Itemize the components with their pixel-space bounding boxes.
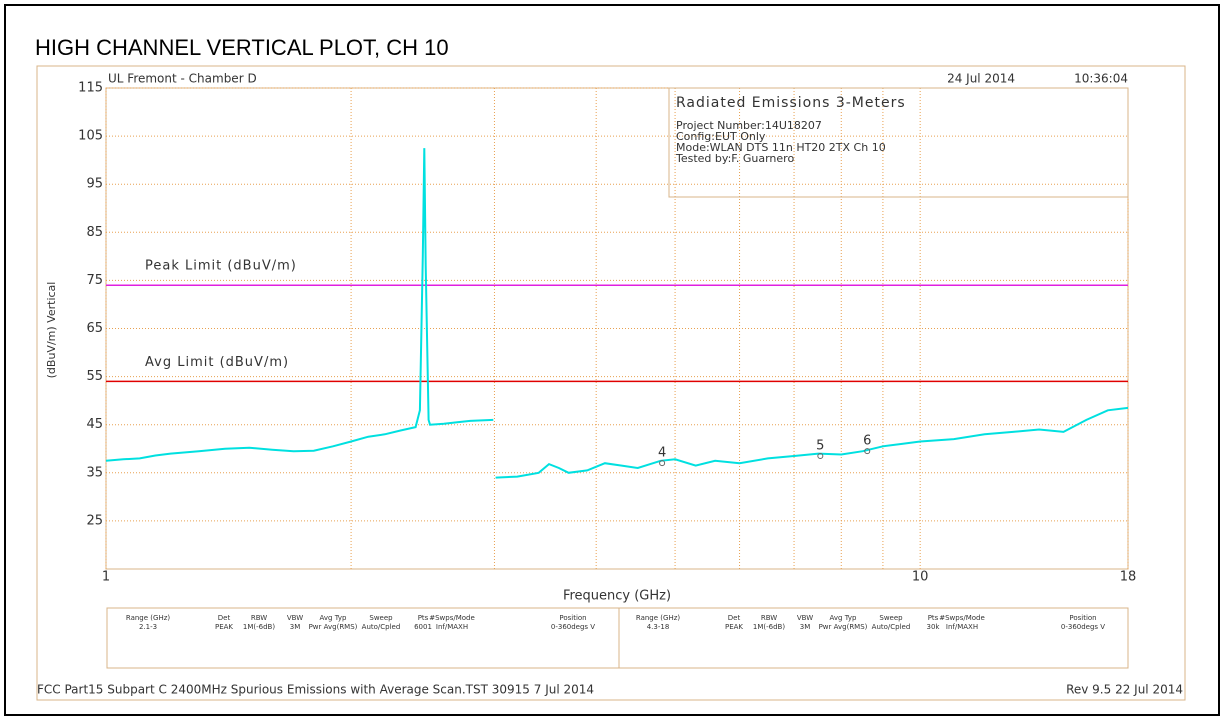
settings-box	[106, 607, 1129, 669]
info-title: Radiated Emissions 3-Meters	[676, 95, 906, 111]
column-header: Avg Typ	[320, 614, 348, 622]
setting-value: Inf/MAXH	[946, 623, 978, 631]
setting-value: 1M(-6dB)	[243, 623, 275, 631]
setting-value: Auto/Cpled	[872, 623, 911, 631]
column-header: Range (GHz)	[636, 614, 681, 622]
marker	[817, 452, 824, 459]
column-header: VBW	[287, 614, 303, 622]
column-header: Avg Typ	[830, 614, 858, 622]
setting-value: Pwr Avg(RMS)	[309, 623, 358, 631]
y-tick-label: 115	[78, 81, 103, 96]
footer-left: FCC Part15 Subpart C 2400MHz Spurious Em…	[37, 683, 594, 697]
inner-border	[36, 65, 1186, 701]
marker-label: 5	[816, 438, 824, 453]
y-tick-label: 95	[86, 177, 103, 192]
setting-value: Auto/Cpled	[362, 623, 401, 631]
column-header: Pts	[928, 614, 939, 622]
title: HIGH CHANNEL VERTICAL PLOT, CH 10	[35, 35, 449, 60]
footer-right: Rev 9.5 22 Jul 2014	[1066, 683, 1183, 697]
marker-label: 4	[658, 446, 666, 461]
setting-value: Pwr Avg(RMS)	[819, 623, 868, 631]
column-header: RBW	[761, 614, 777, 622]
setting-value: PEAK	[215, 623, 233, 631]
y-tick-label: 25	[86, 513, 103, 528]
setting-value: 6001	[414, 623, 432, 631]
x-tick-label: 1	[102, 570, 110, 585]
info-box	[668, 87, 1129, 198]
column-header: RBW	[251, 614, 267, 622]
setting-value: 2.1-3	[139, 623, 157, 631]
setting-value: 3M	[800, 623, 811, 631]
limit-label: Avg Limit (dBuV/m)	[145, 355, 289, 370]
info-line: Config:EUT Only	[676, 130, 766, 143]
column-header: Position	[559, 614, 586, 622]
setting-value: 1M(-6dB)	[753, 623, 785, 631]
column-header: Sweep	[879, 614, 903, 622]
site: UL Fremont - Chamber D	[108, 72, 257, 86]
column-header: Det	[218, 614, 231, 622]
trace	[105, 148, 1129, 479]
setting-value: 0-360degs V	[551, 623, 595, 631]
y-tick-label: 35	[86, 465, 103, 480]
y-tick-label: 55	[86, 369, 103, 384]
x-tick-label: 18	[1120, 570, 1137, 585]
marker	[659, 460, 666, 467]
time: 10:36:04	[1074, 72, 1128, 86]
marker	[864, 448, 871, 455]
y-tick-label: 75	[86, 273, 103, 288]
date: 24 Jul 2014	[947, 72, 1015, 86]
x-axis-label: Frequency (GHz)	[563, 589, 671, 604]
x-tick-label: 10	[912, 570, 929, 585]
setting-value: 4.3-18	[647, 623, 670, 631]
column-header: #Swps/Mode	[429, 614, 475, 622]
setting-value: 3M	[290, 623, 301, 631]
y-tick-label: 105	[78, 129, 103, 144]
column-header: Range (GHz)	[126, 614, 171, 622]
y-tick-label: 65	[86, 321, 103, 336]
limit-label: Peak Limit (dBuV/m)	[145, 259, 297, 274]
info-line: Mode:WLAN DTS 11n HT20 2TX Ch 10	[676, 141, 886, 154]
info-line: Project Number:14U18207	[676, 119, 822, 132]
outer-border	[4, 4, 1220, 716]
y-tick-label: 45	[86, 417, 103, 432]
setting-value: PEAK	[725, 623, 743, 631]
info-line: Tested by:F. Guarnero	[675, 152, 794, 165]
setting-value: 30k	[927, 623, 941, 631]
setting-value: Inf/MAXH	[436, 623, 468, 631]
y-axis-label: (dBuV/m) Vertical	[45, 282, 58, 379]
column-header: Pts	[418, 614, 429, 622]
column-header: Position	[1069, 614, 1096, 622]
column-header: VBW	[797, 614, 813, 622]
column-header: #Swps/Mode	[939, 614, 985, 622]
column-header: Det	[728, 614, 741, 622]
setting-value: 0-360degs V	[1061, 623, 1105, 631]
column-header: Sweep	[369, 614, 393, 622]
y-tick-label: 85	[86, 225, 103, 240]
marker-label: 6	[863, 434, 871, 449]
